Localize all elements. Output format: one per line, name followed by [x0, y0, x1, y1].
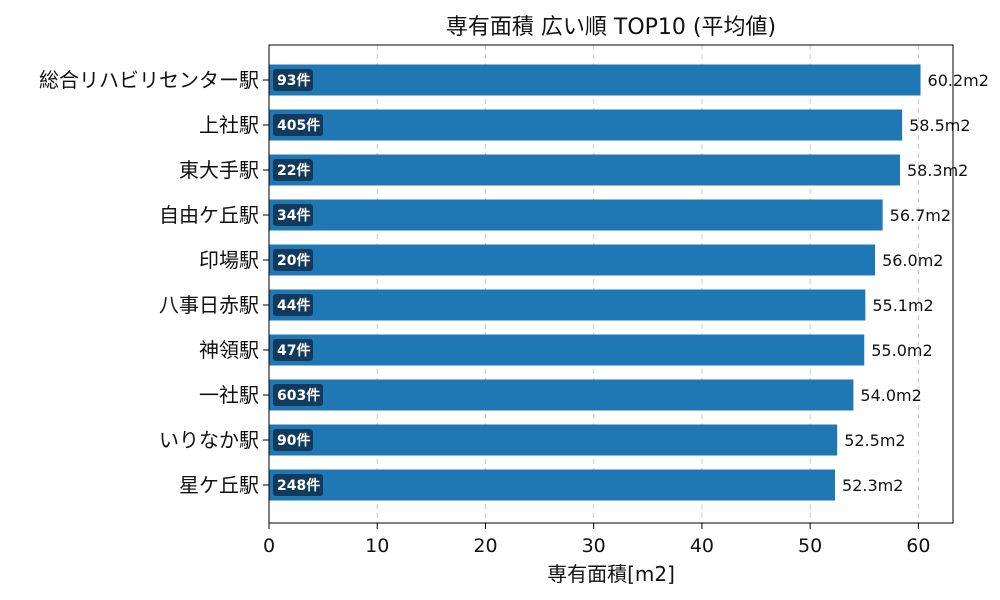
bar — [269, 109, 903, 141]
value-label: 54.0m2 — [860, 386, 921, 405]
value-label: 58.3m2 — [907, 161, 968, 180]
y-tick-label: 八事日赤駅 — [159, 293, 259, 317]
x-tick-label: 0 — [263, 535, 275, 557]
x-axis-label: 専有面積[m2] — [547, 562, 675, 586]
x-tick-label: 20 — [473, 535, 497, 557]
count-badge — [273, 204, 313, 226]
x-tick-label: 40 — [690, 535, 714, 557]
y-tick-label: 東大手駅 — [179, 158, 259, 182]
bar — [269, 424, 838, 456]
count-badge — [273, 339, 313, 361]
y-tick-label: いりなか駅 — [159, 428, 259, 452]
bar — [269, 244, 876, 276]
count-label: 20件 — [277, 252, 310, 269]
count-label: 93件 — [277, 72, 310, 89]
bar — [269, 64, 921, 96]
count-badge — [273, 69, 313, 91]
bar — [269, 289, 866, 321]
x-tick-label: 50 — [798, 535, 822, 557]
y-tick-label: 総合リハビリセンター駅 — [39, 68, 259, 92]
value-label: 60.2m2 — [928, 71, 989, 90]
count-badge — [273, 429, 313, 451]
count-label: 405件 — [277, 117, 320, 134]
count-badge — [273, 114, 323, 136]
bar — [269, 154, 900, 186]
y-tick-label: 神領駅 — [199, 338, 259, 362]
y-tick-label: 一社駅 — [199, 383, 259, 407]
value-label: 56.7m2 — [890, 206, 951, 225]
x-tick-label: 30 — [582, 535, 606, 557]
x-axis-ticks: 0 10 20 30 40 50 60 — [263, 523, 930, 557]
value-label: 56.0m2 — [882, 251, 943, 270]
count-label: 90件 — [277, 432, 310, 449]
count-badge — [273, 474, 323, 496]
bars-group — [269, 64, 921, 501]
y-tick-label: 上社駅 — [199, 113, 259, 137]
y-tick-label: 星ケ丘駅 — [179, 473, 259, 497]
count-label: 22件 — [277, 162, 310, 179]
count-label: 47件 — [277, 342, 310, 359]
value-label: 52.5m2 — [844, 431, 905, 450]
count-badge — [273, 249, 313, 271]
y-tick-label: 印場駅 — [199, 248, 259, 272]
bar — [269, 469, 836, 501]
count-badge — [273, 384, 323, 406]
bar — [269, 334, 865, 366]
value-label: 55.1m2 — [872, 296, 933, 315]
bar — [269, 199, 883, 231]
value-label: 58.5m2 — [909, 116, 970, 135]
count-label: 248件 — [277, 477, 320, 494]
count-badge — [273, 159, 313, 181]
count-label: 34件 — [277, 207, 310, 224]
bar — [269, 379, 854, 411]
value-label: 52.3m2 — [842, 476, 903, 495]
value-label: 55.0m2 — [871, 341, 932, 360]
y-tick-label: 自由ケ丘駅 — [159, 203, 259, 227]
count-badge — [273, 294, 313, 316]
plot-frame — [268, 44, 954, 524]
count-label: 603件 — [277, 387, 320, 404]
chart-title: 専有面積 広い順 TOP10 (平均値) — [446, 15, 776, 40]
count-label: 44件 — [277, 297, 310, 314]
x-tick-label: 60 — [906, 535, 930, 557]
x-tick-label: 10 — [365, 535, 389, 557]
